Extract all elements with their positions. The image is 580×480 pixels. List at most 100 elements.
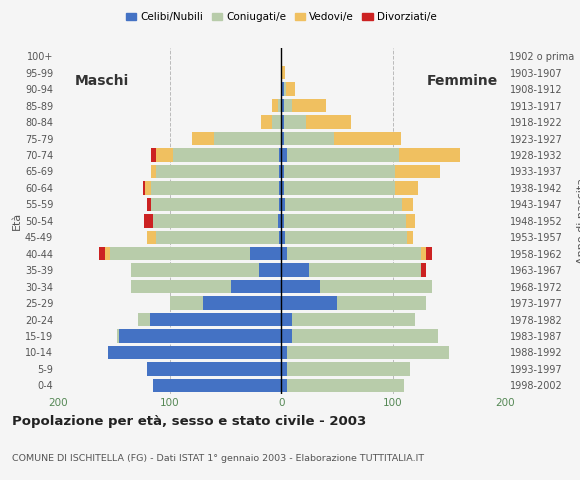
Bar [153,214,278,228]
Bar [337,296,426,310]
Bar [284,165,395,178]
Bar [285,198,402,211]
Y-axis label: Età: Età [12,212,22,230]
Bar [99,247,105,261]
Bar [156,230,279,244]
Bar [143,181,145,194]
Bar [281,264,309,277]
Bar [281,181,284,194]
Bar [284,132,334,145]
Bar [284,115,306,129]
Bar [306,115,350,129]
Bar [130,264,259,277]
Bar [119,329,281,343]
Bar [281,132,284,145]
Bar [130,280,231,293]
Bar [292,99,326,112]
Bar [287,148,398,162]
Bar [144,214,153,228]
Bar [261,115,273,129]
Bar [145,181,151,194]
Bar [287,379,404,392]
Bar [279,181,281,194]
Bar [281,165,284,178]
Bar [151,181,279,194]
Bar [281,115,284,129]
Bar [281,83,284,96]
Legend: Celibi/Nubili, Coniugati/e, Vedovi/e, Divorziati/e: Celibi/Nubili, Coniugati/e, Vedovi/e, Di… [122,8,441,26]
Bar [147,362,281,376]
Bar [309,264,421,277]
Bar [334,132,401,145]
Bar [281,329,292,343]
Bar [421,264,426,277]
Bar [156,148,173,162]
Bar [151,198,279,211]
Bar [278,99,281,112]
Bar [281,214,284,228]
Bar [284,181,395,194]
Text: Maschi: Maschi [75,74,129,88]
Bar [287,346,449,359]
Bar [150,313,281,326]
Bar [284,214,407,228]
Bar [292,329,438,343]
Y-axis label: Anno di nascita: Anno di nascita [578,178,580,264]
Bar [147,198,151,211]
Bar [421,247,426,261]
Bar [281,379,287,392]
Bar [292,313,415,326]
Text: Femmine: Femmine [426,74,498,88]
Bar [279,148,281,162]
Bar [287,247,421,261]
Bar [110,247,250,261]
Text: Popolazione per età, sesso e stato civile - 2003: Popolazione per età, sesso e stato civil… [12,415,366,428]
Bar [281,99,284,112]
Bar [281,247,287,261]
Bar [231,280,281,293]
Bar [281,66,285,79]
Bar [407,214,415,228]
Bar [402,198,413,211]
Bar [395,181,418,194]
Bar [426,247,432,261]
Bar [281,198,285,211]
Bar [284,83,286,96]
Bar [105,247,110,261]
Bar [281,280,320,293]
Bar [320,280,432,293]
Bar [151,148,156,162]
Bar [398,148,460,162]
Bar [250,247,281,261]
Bar [153,379,281,392]
Text: COMUNE DI ISCHITELLA (FG) - Dati ISTAT 1° gennaio 2003 - Elaborazione TUTTITALIA: COMUNE DI ISCHITELLA (FG) - Dati ISTAT 1… [12,454,424,463]
Bar [117,329,119,343]
Bar [173,148,279,162]
Bar [203,296,281,310]
Bar [408,230,413,244]
Bar [108,346,281,359]
Bar [278,214,281,228]
Bar [139,313,150,326]
Bar [259,264,281,277]
Bar [285,230,408,244]
Bar [156,165,279,178]
Bar [281,296,337,310]
Bar [151,165,156,178]
Bar [279,165,281,178]
Bar [281,362,287,376]
Bar [281,313,292,326]
Bar [281,148,287,162]
Bar [169,296,203,310]
Bar [147,230,156,244]
Bar [281,346,287,359]
Bar [279,198,281,211]
Bar [273,99,278,112]
Bar [279,230,281,244]
Bar [395,165,440,178]
Bar [286,83,295,96]
Bar [281,230,285,244]
Bar [215,132,281,145]
Bar [192,132,215,145]
Bar [284,99,292,112]
